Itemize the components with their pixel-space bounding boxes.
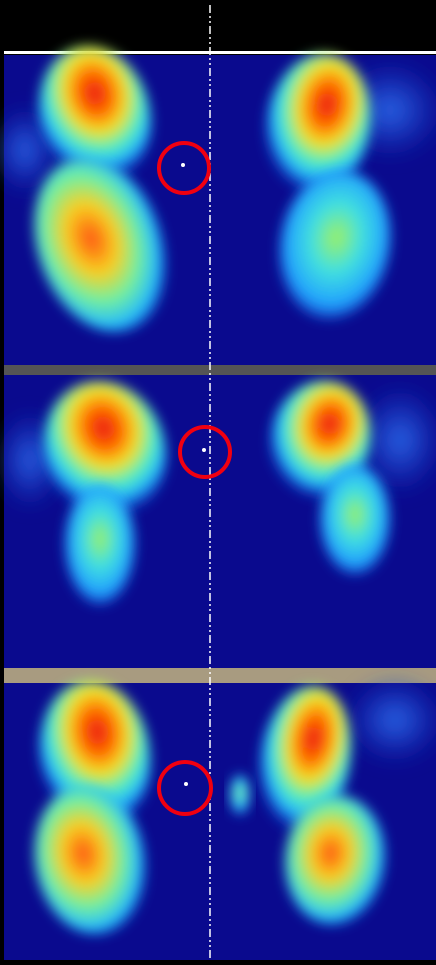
heat-blob bbox=[320, 465, 390, 575]
marker-circle bbox=[157, 141, 211, 195]
panel-2 bbox=[0, 375, 436, 668]
haze bbox=[360, 390, 436, 490]
heat-blob bbox=[279, 170, 391, 320]
top-rule bbox=[4, 51, 436, 54]
separator bbox=[4, 365, 436, 375]
heat-blob bbox=[230, 775, 250, 815]
heat-blob bbox=[65, 485, 135, 605]
marker-circle bbox=[178, 425, 232, 479]
heat-blob bbox=[284, 795, 386, 925]
marker-dot bbox=[181, 163, 185, 167]
panel-3 bbox=[4, 680, 436, 960]
heat-blob bbox=[43, 381, 167, 519]
heat-blob bbox=[265, 53, 371, 197]
heat-blob bbox=[34, 785, 146, 935]
marker-dot bbox=[184, 782, 188, 786]
marker-circle bbox=[157, 760, 213, 816]
haze bbox=[350, 680, 436, 760]
heat-blob bbox=[38, 45, 152, 185]
heat-blob bbox=[34, 157, 166, 333]
marker-dot bbox=[202, 448, 206, 452]
separator bbox=[4, 668, 436, 683]
haze bbox=[0, 110, 55, 190]
panel-1 bbox=[0, 45, 436, 365]
